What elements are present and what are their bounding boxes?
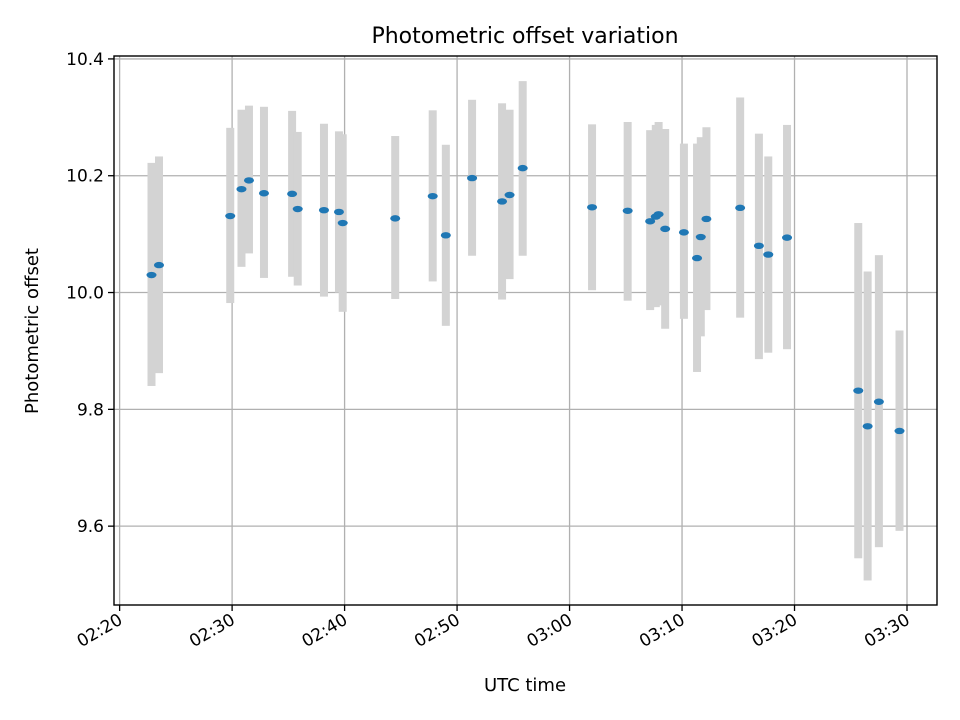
- data-point: [587, 204, 598, 211]
- y-tick-label: 10.2: [66, 167, 104, 187]
- data-point: [287, 190, 298, 198]
- data-point: [292, 205, 303, 213]
- data-point: [753, 242, 764, 250]
- y-tick-label: 10.0: [66, 284, 104, 304]
- data-point: [146, 271, 157, 279]
- data-point: [695, 233, 706, 241]
- data-point: [153, 261, 164, 269]
- data-point: [258, 190, 269, 197]
- y-tick-label: 10.4: [66, 50, 104, 70]
- data-point: [243, 177, 254, 184]
- data-point: [763, 251, 774, 258]
- data-point: [225, 212, 236, 220]
- y-tick-label: 9.6: [77, 517, 104, 537]
- data-point: [622, 207, 633, 214]
- plot-frame: [113, 55, 938, 606]
- data-point: [427, 192, 438, 200]
- data-point: [735, 204, 746, 212]
- data-point: [653, 211, 664, 218]
- data-point: [678, 229, 689, 236]
- data-point: [862, 423, 873, 430]
- data-point: [390, 215, 401, 222]
- data-point: [873, 398, 884, 405]
- point-layer: [146, 164, 905, 435]
- x-axis-label: UTC time: [484, 675, 566, 696]
- data-point: [517, 164, 528, 172]
- data-point: [645, 218, 656, 225]
- data-point: [504, 191, 515, 199]
- data-point: [660, 225, 671, 233]
- y-axis-label: Photometric offset: [22, 248, 43, 414]
- data-point: [701, 215, 712, 223]
- y-tick-label: 9.8: [77, 400, 104, 420]
- data-point: [497, 198, 508, 205]
- data-point: [333, 208, 344, 216]
- data-point: [440, 232, 451, 239]
- data-point: [782, 234, 793, 241]
- data-point: [853, 387, 864, 394]
- chart-title: Photometric offset variation: [371, 24, 678, 49]
- data-point: [318, 206, 329, 214]
- data-point: [337, 219, 348, 227]
- data-point: [894, 427, 905, 435]
- data-point: [236, 185, 247, 193]
- data-point: [467, 174, 478, 182]
- data-point: [692, 254, 703, 262]
